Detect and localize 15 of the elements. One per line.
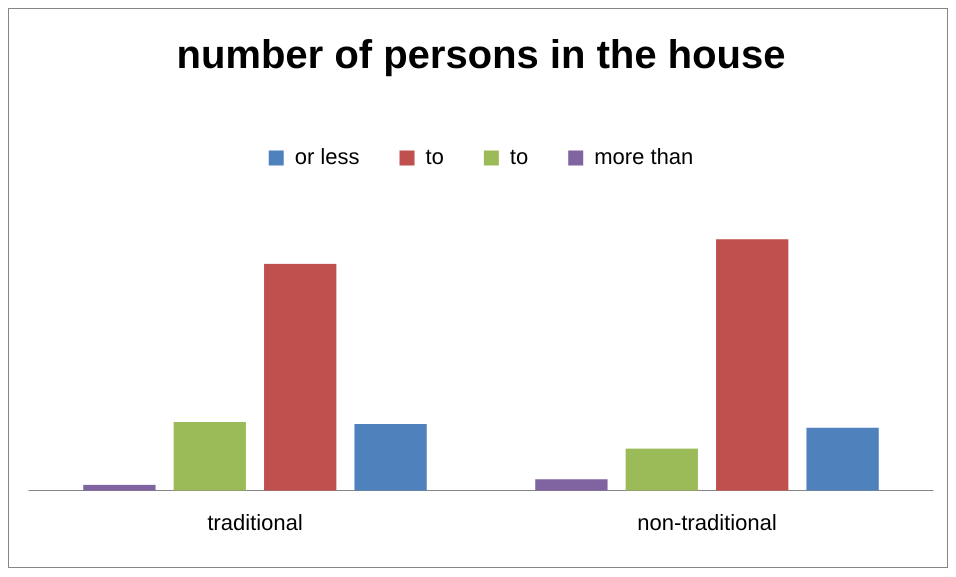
- bar: [535, 479, 608, 491]
- legend-label: to: [510, 144, 528, 170]
- bar: [626, 448, 698, 491]
- bar: [806, 428, 879, 491]
- bar: [83, 484, 156, 491]
- bar: [264, 264, 336, 491]
- bar: [354, 424, 427, 491]
- legend-label: or less: [294, 144, 360, 170]
- x-tick-label: non-traditional: [637, 510, 777, 535]
- bar: [716, 239, 788, 491]
- bar: [174, 422, 246, 491]
- chart-title: number of persons in the house: [176, 33, 786, 78]
- legend-label: more than: [594, 144, 694, 170]
- x-tick-label: traditional: [207, 510, 303, 535]
- legend-label: to: [426, 144, 444, 170]
